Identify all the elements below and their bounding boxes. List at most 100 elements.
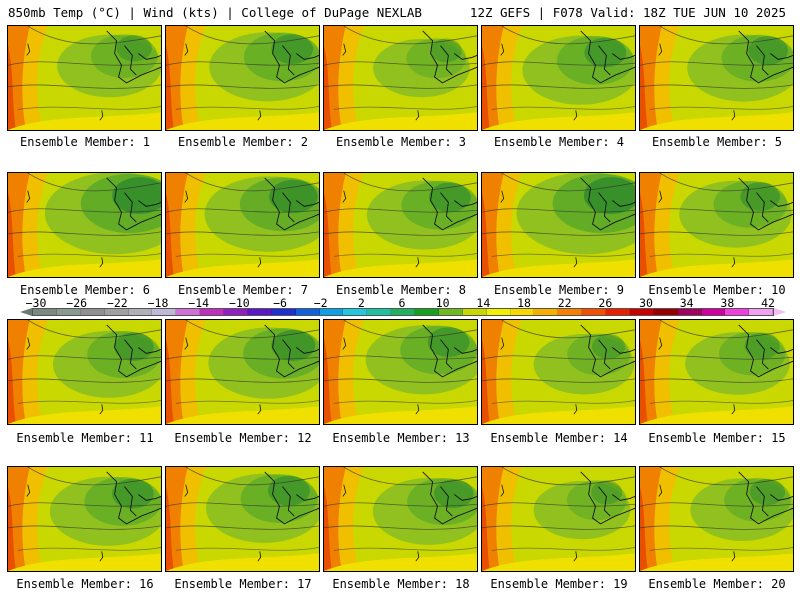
ensemble-member-caption: Ensemble Member: 3 <box>335 135 467 149</box>
colorbar-tick-label: 30 <box>639 296 653 310</box>
colorbar-tick-label: 18 <box>517 296 531 310</box>
temperature-map <box>640 320 793 424</box>
colorbar-right-arrow <box>774 308 786 316</box>
ensemble-member-map <box>7 319 162 425</box>
ensemble-member-map <box>323 466 478 572</box>
temperature-map <box>482 467 635 571</box>
colorbar-cell <box>200 309 224 315</box>
colorbar-cell <box>271 309 296 315</box>
temperature-map <box>166 173 319 277</box>
ensemble-member-map <box>7 172 162 278</box>
ensemble-member-map <box>165 466 320 572</box>
temperature-map <box>166 320 319 424</box>
ensemble-member-caption: Ensemble Member: 8 <box>335 283 467 297</box>
ensemble-member-map <box>639 466 794 572</box>
ensemble-member-caption: Ensemble Member: 14 <box>490 431 628 445</box>
colorbar-cell <box>486 309 511 315</box>
ensemble-member-caption: Ensemble Member: 6 <box>19 283 151 297</box>
ensemble-member-caption: Ensemble Member: 19 <box>490 577 628 591</box>
ensemble-member-caption: Ensemble Member: 20 <box>648 577 786 591</box>
ensemble-member-caption: Ensemble Member: 9 <box>493 283 625 297</box>
valid-time-label: 12Z GEFS | F078 Valid: 18Z TUE JUN 10 20… <box>469 5 786 20</box>
ensemble-member-caption: Ensemble Member: 5 <box>651 135 783 149</box>
temperature-map <box>8 467 161 571</box>
colorbar-tick-label: 42 <box>761 296 775 310</box>
colorbar-cell <box>128 309 153 315</box>
ensemble-member-map <box>323 319 478 425</box>
colorbar-cell <box>510 309 535 315</box>
colorbar-tick-label: −10 <box>228 296 250 310</box>
colorbar-tick-label: −22 <box>106 296 128 310</box>
ensemble-member-map <box>165 319 320 425</box>
colorbar-cell <box>224 309 248 315</box>
colorbar-cell <box>438 309 463 315</box>
ensemble-member-caption: Ensemble Member: 1 <box>19 135 151 149</box>
temperature-map <box>8 320 161 424</box>
ensemble-member-caption: Ensemble Member: 11 <box>16 431 154 445</box>
colorbar-tick-label: 2 <box>357 296 365 310</box>
ensemble-member-caption: Ensemble Member: 17 <box>174 577 312 591</box>
colorbar-cell <box>582 309 606 315</box>
colorbar-tick-label: −2 <box>313 296 328 310</box>
temperature-map <box>640 173 793 277</box>
temperature-map <box>482 26 635 130</box>
colorbar-cell <box>677 309 702 315</box>
temperature-map <box>482 173 635 277</box>
colorbar-tick-label: −18 <box>147 296 169 310</box>
colorbar-cell <box>367 309 392 315</box>
colorbar-cell <box>534 309 559 315</box>
temperature-map <box>482 320 635 424</box>
temperature-map <box>324 173 477 277</box>
colorbar-left-arrow <box>20 308 32 316</box>
colorbar-tick-label: 22 <box>557 296 572 310</box>
temperature-map <box>640 467 793 571</box>
colorbar-cell <box>462 309 487 315</box>
colorbar-tick-label: 6 <box>398 296 406 310</box>
colorbar-tick-label: −6 <box>273 296 287 310</box>
ensemble-member-caption: Ensemble Member: 4 <box>493 135 625 149</box>
colorbar-tick-label: 26 <box>598 296 613 310</box>
colorbar-cell <box>701 309 726 315</box>
colorbar-cell <box>558 309 583 315</box>
ensemble-member-map <box>481 25 636 131</box>
temperature-map <box>166 467 319 571</box>
temperature-map <box>324 26 477 130</box>
colorbar-cell <box>176 309 201 315</box>
ensemble-member-caption: Ensemble Member: 10 <box>648 283 786 297</box>
colorbar-tick-label: −26 <box>66 296 88 310</box>
colorbar-tick-label: −30 <box>25 296 47 310</box>
temperature-map <box>8 173 161 277</box>
colorbar-tick-label: 14 <box>476 296 491 310</box>
colorbar-cell <box>653 309 678 315</box>
colorbar-cell <box>104 309 129 315</box>
ensemble-member-caption: Ensemble Member: 16 <box>16 577 154 591</box>
colorbar-cell <box>319 309 344 315</box>
temperature-colorbar: −30 −26 −22 −18 −14 −10 −6 −2 2 6 10 14 18 22 26 30 34 38… <box>12 296 790 320</box>
ensemble-member-map <box>165 25 320 131</box>
colorbar-tick-label: 10 <box>435 296 450 310</box>
ensemble-member-map <box>481 319 636 425</box>
temperature-map <box>324 320 477 424</box>
colorbar-tick-label: 34 <box>679 296 694 310</box>
ensemble-member-map <box>7 466 162 572</box>
colorbar-cell <box>629 309 654 315</box>
colorbar-cell <box>725 309 750 315</box>
product-title: 850mb Temp (°C) | Wind (kts) | College o… <box>8 5 422 20</box>
ensemble-member-map <box>481 466 636 572</box>
ensemble-member-map <box>639 172 794 278</box>
ensemble-member-map <box>323 172 478 278</box>
ensemble-member-map <box>165 172 320 278</box>
ensemble-member-map <box>639 25 794 131</box>
ensemble-member-caption: Ensemble Member: 13 <box>332 431 470 445</box>
ensemble-member-map <box>7 25 162 131</box>
colorbar-tick-label: 38 <box>720 296 735 310</box>
colorbar-strip <box>32 308 774 316</box>
ensemble-member-caption: Ensemble Member: 18 <box>332 577 470 591</box>
temperature-map <box>8 26 161 130</box>
colorbar-cell <box>749 309 774 315</box>
ensemble-member-map <box>481 172 636 278</box>
colorbar-tick-label: −14 <box>188 296 210 310</box>
temperature-map <box>640 26 793 130</box>
colorbar-cell <box>33 309 57 315</box>
ensemble-member-caption: Ensemble Member: 2 <box>177 135 309 149</box>
